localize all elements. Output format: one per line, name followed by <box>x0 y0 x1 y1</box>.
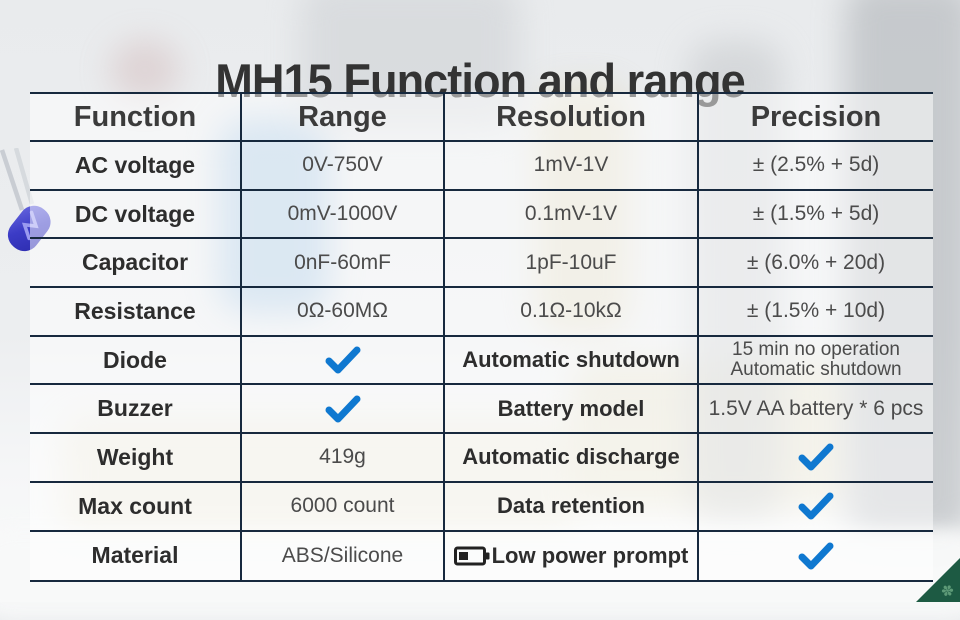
row-function-label: Weight <box>30 434 240 483</box>
row-precision-value: ± (6.0% + 20d) <box>697 239 933 289</box>
col-header-range: Range <box>240 94 443 142</box>
battery-low-icon <box>453 546 490 566</box>
row-range-value: 0V-750V <box>240 142 443 191</box>
row-precision-value: 15 min no operation Automatic shutdown <box>697 336 933 386</box>
row-precision-check <box>697 482 933 532</box>
row-range-value: 419g <box>240 434 443 483</box>
col-header-precision: Precision <box>697 94 933 142</box>
row-range-check <box>240 336 443 386</box>
row-resolution-value: 0.1mV-1V <box>443 190 697 240</box>
row-resolution-value: 1mV-1V <box>443 142 697 191</box>
row-range-check <box>240 385 443 435</box>
row-resolution-value: 0.1Ω-10kΩ <box>443 288 697 337</box>
row-resolution-label: Automatic discharge <box>443 434 697 483</box>
check-icon <box>325 346 360 374</box>
row-function-label: Capacitor <box>30 239 240 289</box>
row-precision-check <box>697 434 933 483</box>
check-icon <box>798 492 834 520</box>
check-icon <box>798 542 834 570</box>
row-range-value: 0Ω-60MΩ <box>240 288 443 337</box>
row-precision-value: ± (2.5% + 5d) <box>697 142 933 191</box>
row-precision-value: ± (1.5% + 5d) <box>697 190 933 240</box>
corner-brand-triangle <box>916 558 960 602</box>
row-function-label: Diode <box>30 336 240 386</box>
precision-line-1: 15 min no operation <box>732 338 900 360</box>
row-precision-value: ± (1.5% + 10d) <box>697 288 933 337</box>
row-function-label: AC voltage <box>30 142 240 191</box>
row-precision-check <box>697 531 933 581</box>
row-resolution-label: Automatic shutdown <box>443 336 697 386</box>
row-precision-value: 1.5V AA battery * 6 pcs <box>697 385 933 435</box>
spec-table: Function Range Resolution Precision AC v… <box>30 92 933 583</box>
row-resolution-label-text: Low power prompt <box>491 542 689 568</box>
row-function-label: Material <box>30 531 240 581</box>
row-function-label: Buzzer <box>30 385 240 435</box>
row-function-label: Max count <box>30 482 240 532</box>
row-range-value: ABS/Silicone <box>240 531 443 581</box>
row-function-label: Resistance <box>30 288 240 337</box>
row-range-value: 0mV-1000V <box>240 190 443 240</box>
infographic-page: { "title": "MH15 Function and range", "c… <box>0 0 960 602</box>
low-power-prompt-row: Low power prompt <box>453 542 689 569</box>
row-resolution-label: Data retention <box>443 482 697 532</box>
check-icon <box>325 395 360 423</box>
precision-line-2: Automatic shutdown <box>730 359 902 381</box>
row-resolution-label: Battery model <box>443 385 697 435</box>
check-icon <box>798 443 834 471</box>
col-header-function: Function <box>30 94 240 142</box>
row-function-label: DC voltage <box>30 190 240 240</box>
row-resolution-value: 1pF-10uF <box>443 239 697 289</box>
row-range-value: 0nF-60mF <box>240 239 443 289</box>
row-resolution-label: Low power prompt <box>443 531 697 581</box>
row-range-value: 6000 count <box>240 482 443 532</box>
col-header-resolution: Resolution <box>443 94 697 142</box>
